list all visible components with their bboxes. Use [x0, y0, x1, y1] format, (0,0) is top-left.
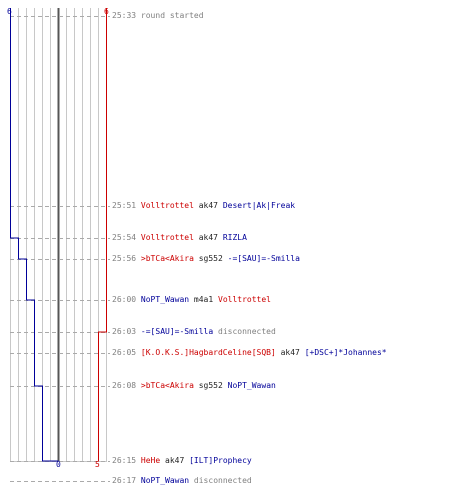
event-time: 26:03 [112, 327, 137, 336]
event-time: 26:15 [112, 456, 137, 465]
player-name: Volltrottel [140, 233, 194, 242]
player-name: Volltrottel [218, 295, 271, 304]
event-time: 26:17 [112, 476, 137, 485]
player-name: >bTCa<Akira [140, 381, 194, 390]
event-time: 25:51 [112, 201, 137, 210]
player-name: HeHe [140, 456, 161, 465]
event-time: 25:56 [112, 254, 137, 263]
event-row: 26:03 -=[SAU]=-Smilla disconnected [112, 327, 276, 337]
player-name: Desert|Ak|Freak [222, 201, 296, 210]
player-name: NoPT_Wawan [140, 295, 190, 304]
event-row: 25:51 Volltrottel ak47 Desert|Ak|Freak [112, 201, 295, 211]
weapon-name: sg552 [198, 254, 223, 263]
event-row: 25:33 round started [112, 11, 204, 21]
player-name: NoPT_Wawan [227, 381, 276, 390]
event-row: 26:05 [K.O.K.S.]HagbardCeline[SQB] ak47 … [112, 348, 387, 358]
event-message: round started [140, 11, 204, 20]
event-connectors [10, 16, 110, 482]
blue-end-score: 0 [56, 460, 61, 469]
player-name: [+DSC+]*Johannes* [304, 348, 387, 357]
weapon-name: sg552 [198, 381, 223, 390]
event-row: 26:00 NoPT_Wawan m4a1 Volltrottel [112, 295, 271, 305]
player-name: Volltrottel [140, 201, 194, 210]
player-name: -=[SAU]=-Smilla [227, 254, 300, 263]
event-time: 26:00 [112, 295, 137, 304]
red-end-score: 5 [95, 460, 100, 469]
timeline-grid [10, 8, 107, 462]
event-time: 25:33 [112, 11, 137, 20]
player-name: [ILT]Prophecy [189, 456, 252, 465]
player-name: >bTCa<Akira [140, 254, 194, 263]
player-name: [K.O.K.S.]HagbardCeline[SQB] [140, 348, 276, 357]
red-team-score-line [98, 8, 107, 461]
blue-start-score: 6 [7, 7, 12, 16]
player-name: NoPT_Wawan [140, 476, 190, 485]
event-row: 25:54 Volltrottel ak47 RIZLA [112, 233, 247, 243]
event-time: 26:05 [112, 348, 137, 357]
event-row: 26:08 >bTCa<Akira sg552 NoPT_Wawan [112, 381, 276, 391]
event-message: disconnected [218, 327, 276, 336]
player-name: -=[SAU]=-Smilla [140, 327, 214, 336]
player-name: RIZLA [222, 233, 247, 242]
event-message: disconnected [193, 476, 252, 485]
weapon-name: m4a1 [193, 295, 214, 304]
weapon-name: ak47 [280, 348, 300, 357]
blue-team-score-line [10, 8, 59, 462]
event-row: 25:56 >bTCa<Akira sg552 -=[SAU]=-Smilla [112, 254, 300, 264]
event-row: 26:17 NoPT_Wawan disconnected [112, 476, 252, 486]
event-time: 26:08 [112, 381, 137, 390]
weapon-name: ak47 [165, 456, 185, 465]
event-time: 25:54 [112, 233, 137, 242]
weapon-name: ak47 [198, 201, 218, 210]
red-start-score: 6 [104, 7, 109, 16]
event-row: 26:15 HeHe ak47 [ILT]Prophecy [112, 456, 252, 466]
weapon-name: ak47 [198, 233, 218, 242]
